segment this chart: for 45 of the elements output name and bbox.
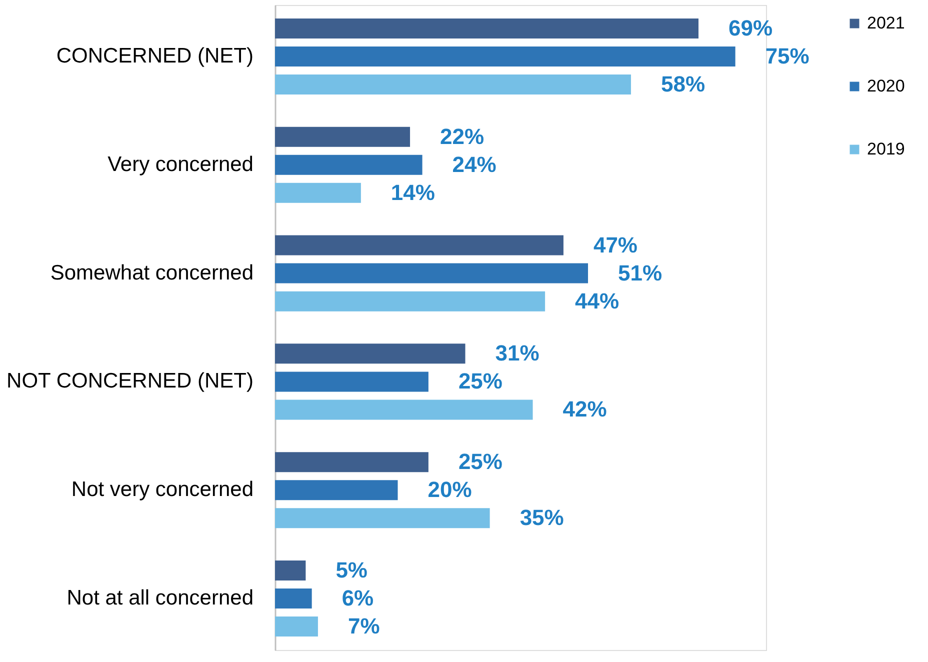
data-label: 22%: [440, 124, 484, 149]
data-label: 47%: [593, 232, 638, 258]
bar: [275, 235, 564, 256]
data-label: 44%: [575, 288, 620, 314]
data-label: 25%: [458, 368, 502, 394]
bar: [275, 182, 361, 203]
bar: [275, 46, 736, 66]
bar: [275, 74, 631, 95]
legend-label: 2021: [867, 14, 905, 32]
bar: [275, 344, 466, 364]
bar: [275, 480, 398, 500]
data-label: 35%: [520, 505, 564, 530]
bar: [275, 291, 546, 312]
data-label: 75%: [765, 43, 810, 68]
bar: [275, 452, 428, 472]
legend-label: 2020: [867, 76, 905, 96]
bar: [275, 588, 312, 609]
bar: [275, 616, 318, 637]
data-label: 7%: [348, 614, 380, 639]
bar: [275, 560, 306, 580]
data-label: 58%: [660, 72, 706, 97]
bar: [275, 154, 422, 175]
bar: [275, 400, 533, 420]
data-label: 20%: [428, 477, 472, 502]
bar: [275, 18, 698, 38]
y-tick-label: Not at all concerned: [66, 586, 254, 610]
data-label: 25%: [458, 449, 502, 474]
bar: [275, 508, 490, 528]
y-tick-label: Somewhat concerned: [50, 261, 254, 284]
data-label: 14%: [390, 180, 435, 205]
data-label: 31%: [495, 340, 540, 366]
y-tick-label: Very concerned: [108, 152, 254, 176]
data-label: 5%: [336, 557, 368, 582]
bar: [275, 372, 428, 392]
data-label: 6%: [342, 586, 374, 611]
data-label: 51%: [618, 260, 662, 286]
data-label: 24%: [452, 152, 496, 177]
legend-label: 2019: [867, 140, 905, 158]
data-label: 42%: [562, 396, 607, 422]
bar: [275, 126, 410, 147]
y-tick-label: CONCERNED (NET): [56, 44, 254, 68]
data-label: 69%: [728, 15, 773, 40]
y-tick-label: NOT CONCERNED (NET): [6, 370, 254, 393]
bar: [275, 263, 588, 284]
y-tick-label: Not very concerned: [71, 478, 254, 502]
